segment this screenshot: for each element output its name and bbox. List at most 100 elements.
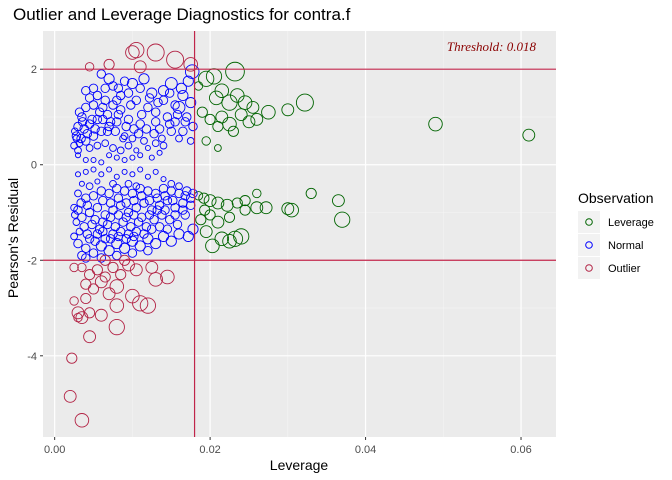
point-outlier	[109, 298, 125, 313]
point-normal	[90, 166, 97, 173]
point-normal	[105, 198, 116, 208]
plot-panel	[43, 31, 556, 437]
point-normal	[82, 128, 93, 139]
point-normal	[81, 253, 91, 263]
point-normal	[82, 156, 89, 163]
point-outlier	[132, 295, 149, 312]
point-normal	[110, 222, 121, 232]
point-normal	[133, 217, 144, 227]
point-normal	[159, 141, 168, 150]
point-normal	[90, 124, 100, 134]
threshold-lines	[43, 31, 556, 437]
point-normal	[170, 100, 180, 110]
point-normal	[162, 195, 173, 206]
y-tick-label: 0	[31, 160, 37, 172]
point-normal	[138, 73, 150, 85]
point-leverage	[201, 136, 211, 146]
point-normal	[105, 117, 116, 127]
point-normal	[108, 205, 118, 215]
point-normal	[158, 134, 166, 143]
y-tick-label: 2	[31, 64, 37, 76]
point-normal	[78, 180, 85, 187]
point-normal	[88, 100, 99, 110]
point-normal	[75, 139, 84, 148]
point-normal	[113, 109, 124, 120]
legend-title: Observation	[578, 190, 653, 206]
point-normal	[82, 200, 93, 211]
point-leverage	[211, 196, 225, 210]
point-normal	[100, 95, 110, 106]
point-normal	[123, 88, 134, 98]
point-outlier	[73, 312, 83, 323]
point-leverage	[227, 125, 239, 137]
point-normal	[119, 76, 130, 86]
point-normal	[164, 88, 175, 98]
point-normal	[73, 238, 83, 249]
point-leverage	[222, 233, 237, 249]
point-normal	[150, 188, 161, 199]
point-leverage	[203, 194, 217, 208]
point-outlier	[125, 45, 140, 60]
point-normal	[135, 119, 145, 129]
point-normal	[77, 112, 87, 122]
point-normal	[185, 97, 197, 109]
point-normal	[133, 128, 144, 139]
point-outlier	[75, 311, 89, 324]
x-tick-label: 0.00	[44, 444, 65, 456]
series-normal	[70, 64, 200, 263]
point-normal	[180, 191, 190, 201]
data-points	[63, 41, 536, 428]
point-outlier	[146, 43, 165, 62]
point-outlier	[66, 352, 78, 364]
y-axis-ticks: 2 0 -2 -4	[27, 64, 43, 363]
point-normal	[84, 234, 95, 244]
point-normal	[153, 97, 163, 108]
point-normal	[154, 124, 165, 134]
point-normal	[81, 136, 91, 146]
point-normal	[144, 173, 151, 180]
point-normal	[75, 227, 84, 236]
point-normal	[98, 159, 105, 166]
point-normal	[85, 144, 94, 152]
point-normal	[172, 109, 183, 120]
point-outlier	[74, 413, 90, 428]
point-normal	[100, 210, 110, 220]
point-normal	[123, 114, 134, 125]
point-normal	[112, 95, 122, 106]
point-leverage	[334, 211, 351, 228]
point-leverage	[428, 116, 443, 132]
legend-marker-normal	[585, 241, 593, 249]
point-leverage	[281, 103, 295, 117]
point-normal	[94, 178, 101, 185]
point-leverage	[281, 202, 295, 216]
point-leverage	[522, 128, 536, 142]
point-normal	[121, 168, 128, 175]
point-leverage	[231, 197, 243, 209]
point-outlier	[102, 287, 116, 301]
point-normal	[84, 119, 95, 129]
point-leverage	[205, 238, 220, 254]
point-leverage	[214, 144, 222, 152]
point-normal	[167, 179, 176, 188]
point-outlier	[84, 62, 95, 72]
point-outlier	[84, 307, 96, 319]
point-leverage	[214, 231, 230, 247]
point-normal	[71, 127, 79, 136]
legend-key-normal	[578, 234, 600, 256]
point-normal	[173, 228, 185, 240]
point-normal	[143, 245, 153, 256]
point-normal	[129, 154, 136, 161]
point-normal	[120, 132, 129, 140]
point-normal	[72, 218, 81, 226]
legend-label-outlier: Outlier	[608, 263, 641, 275]
point-leverage	[198, 70, 215, 87]
point-normal	[156, 149, 163, 156]
point-normal	[178, 205, 188, 215]
point-normal	[139, 198, 149, 208]
point-leverage	[209, 90, 224, 106]
point-outlier	[83, 330, 97, 344]
point-normal	[127, 188, 138, 199]
point-leverage	[214, 83, 230, 98]
point-normal	[162, 224, 173, 234]
point-normal	[119, 134, 127, 143]
